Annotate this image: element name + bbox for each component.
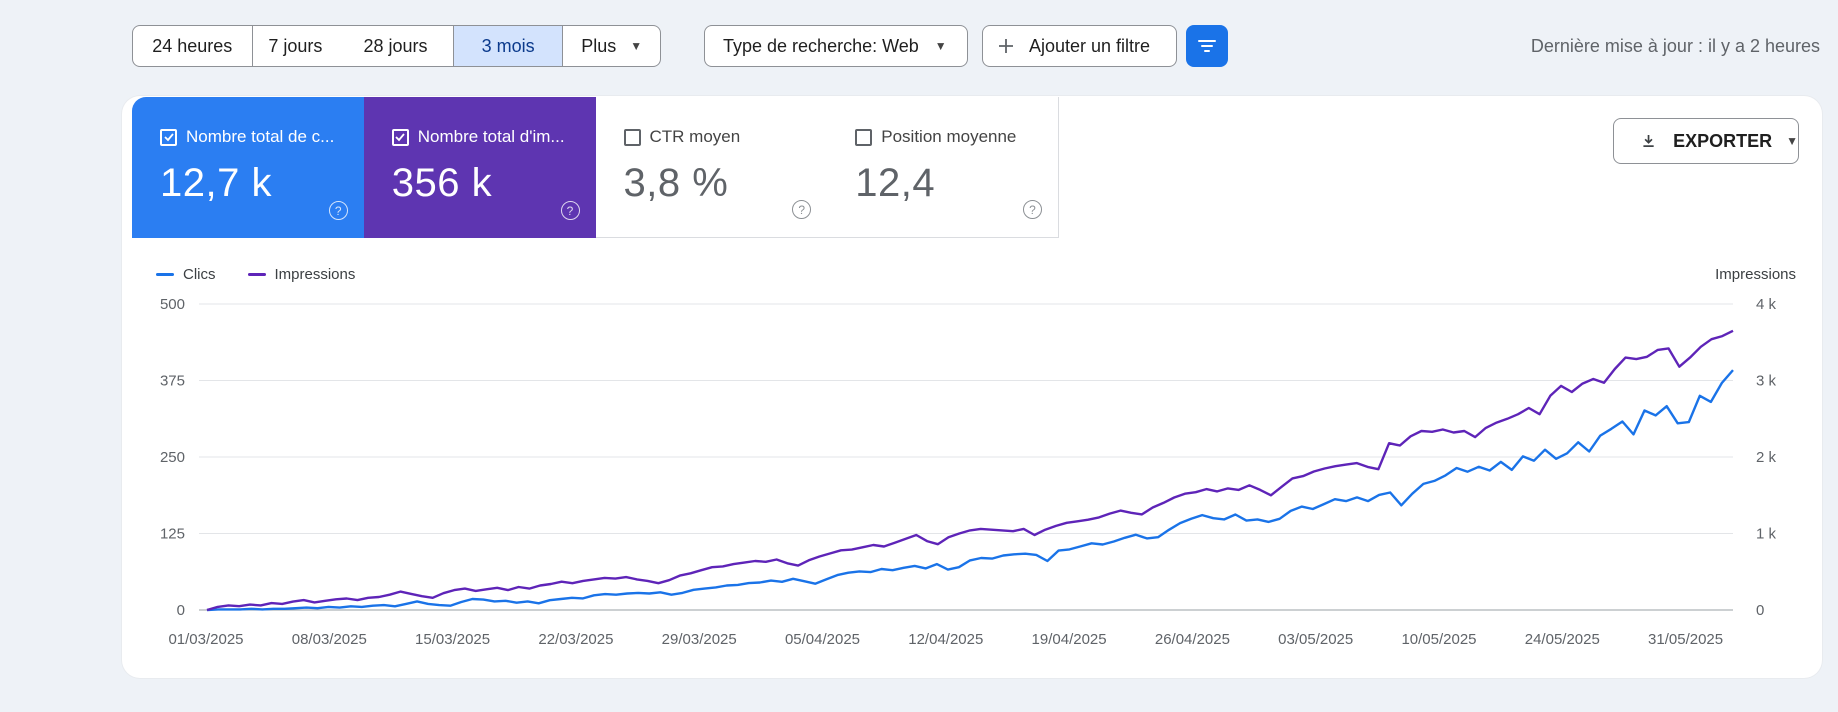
range-7d-button[interactable]: 7 jours xyxy=(268,35,323,56)
checkbox-icon[interactable] xyxy=(855,128,873,146)
search-type-dropdown[interactable]: Type de recherche: Web ▼ xyxy=(704,25,968,67)
export-dropdown-button[interactable]: EXPORTER ▼ xyxy=(1613,118,1799,164)
checkbox-checked-icon[interactable] xyxy=(391,128,409,146)
metric-value: 3,8 % xyxy=(623,161,729,205)
help-icon[interactable]: ? xyxy=(792,200,812,219)
metric-average-ctr[interactable]: CTR moyen 3,8 % ? xyxy=(595,97,828,238)
last-updated-text: Dernière mise à jour : il y a 2 heures xyxy=(1530,36,1820,56)
date-range-selector: 24 heures 7 jours 28 jours 3 mois Plus ▼ xyxy=(132,25,661,67)
help-icon[interactable]: ? xyxy=(1023,200,1042,219)
download-icon xyxy=(1643,135,1654,147)
add-filter-button[interactable]: Ajouter un filtre xyxy=(982,25,1177,67)
metric-label: Nombre total d'im... xyxy=(417,127,565,146)
metric-total-impressions[interactable]: Nombre total d'im... 356 k ? xyxy=(363,97,596,238)
metric-total-clicks[interactable]: Nombre total de c... 12,7 k ? xyxy=(132,97,364,238)
legend-item-clicks[interactable]: Clics xyxy=(156,266,216,283)
legend-swatch xyxy=(156,273,174,276)
help-icon[interactable]: ? xyxy=(328,201,348,220)
checkbox-checked-icon[interactable] xyxy=(160,128,177,146)
right-axis-title: Impressions xyxy=(1715,266,1796,283)
plus-icon xyxy=(999,39,1013,53)
chart-legend: Clics Impressions xyxy=(156,266,355,283)
range-28d-button[interactable]: 28 jours xyxy=(338,26,454,66)
metric-average-position[interactable]: Position moyenne 12,4 ? xyxy=(827,97,1059,238)
metric-label: Position moyenne xyxy=(881,127,1017,146)
metric-tabs: Nombre total de c... 12,7 k ? Nombre tot… xyxy=(132,97,1059,238)
filter-settings-button[interactable] xyxy=(1186,25,1228,67)
help-icon[interactable]: ? xyxy=(560,201,580,220)
filter-toolbar: 24 heures 7 jours 28 jours 3 mois Plus ▼ … xyxy=(0,0,1838,90)
metric-value: 12,4 xyxy=(855,161,936,205)
caret-down-icon: ▼ xyxy=(1786,134,1798,148)
metric-label: Nombre total de c... xyxy=(186,127,335,146)
metric-label: CTR moyen xyxy=(649,127,741,146)
caret-down-icon: ▼ xyxy=(934,39,947,53)
range-3m-button[interactable]: 3 mois xyxy=(453,26,564,66)
range-more-dropdown[interactable]: Plus ▼ xyxy=(581,35,643,56)
metric-value: 12,7 k xyxy=(160,161,272,205)
checkbox-icon[interactable] xyxy=(623,128,641,146)
filter-list-icon xyxy=(1198,40,1216,52)
caret-down-icon: ▼ xyxy=(630,39,643,53)
range-24h-button[interactable]: 24 heures xyxy=(133,26,253,66)
metric-value: 356 k xyxy=(391,161,493,205)
legend-item-impressions[interactable]: Impressions xyxy=(247,266,355,283)
legend-swatch xyxy=(247,273,266,276)
